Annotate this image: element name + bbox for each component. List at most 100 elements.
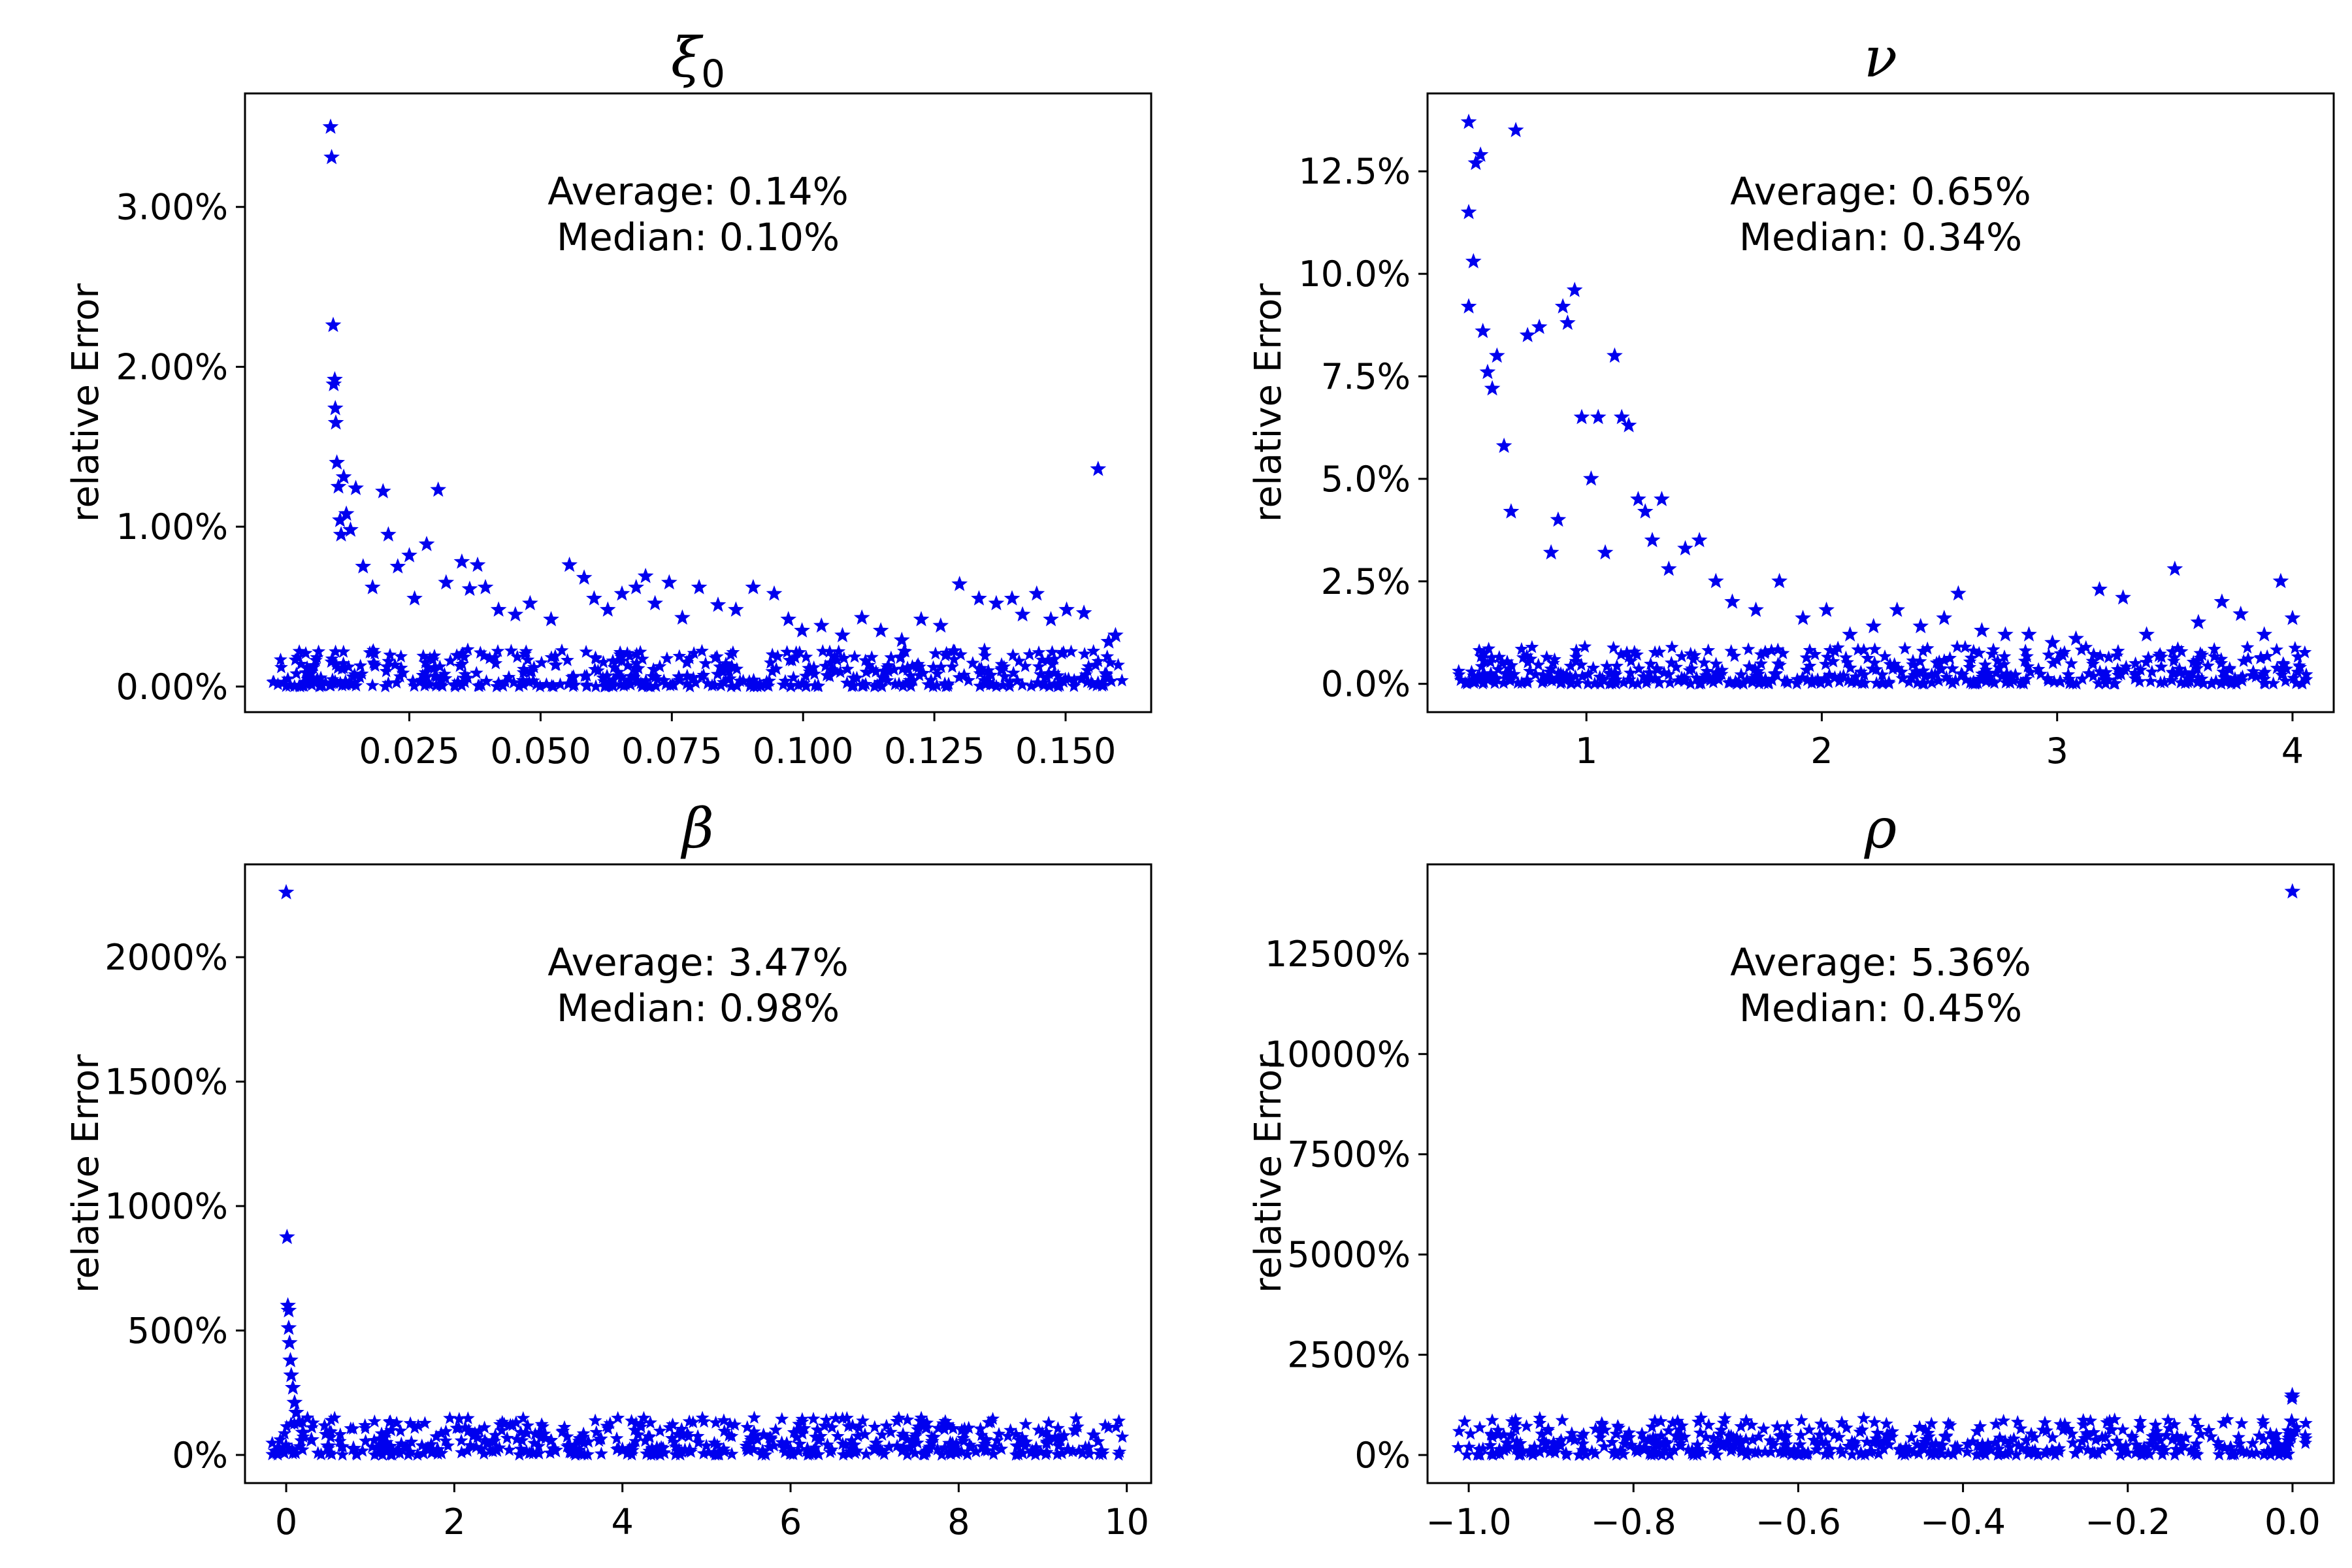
nu-band-star — [1664, 655, 1678, 669]
nu-band-star — [1849, 670, 1863, 683]
xi0-data-point — [1004, 590, 1021, 606]
xi0-band-star — [1006, 666, 1021, 679]
rho-band-star — [1970, 1448, 1984, 1461]
nu-data-point — [2166, 561, 2183, 576]
nu-band-star — [1492, 650, 1507, 663]
rho-band-star — [1699, 1429, 1713, 1443]
nu-band-star — [1854, 664, 1868, 678]
nu-band-star — [2186, 655, 2200, 668]
xi0-band-star — [845, 679, 859, 693]
xi0-data-point — [647, 595, 663, 611]
beta-band-star — [845, 1433, 858, 1447]
beta-band-star — [668, 1439, 683, 1453]
xi0-band-star — [980, 672, 994, 685]
rho-band-star — [1902, 1442, 1916, 1456]
rho-band-star — [2108, 1412, 2122, 1426]
nu-data-point — [1597, 544, 1614, 560]
xi0-band-star — [769, 662, 783, 675]
nu-band-star — [2098, 669, 2112, 683]
beta-band-star — [417, 1416, 432, 1429]
nu-band-star — [2008, 668, 2023, 681]
nu-data-point — [1630, 491, 1646, 506]
beta-band-star — [1070, 1420, 1085, 1433]
nu-band-star — [1571, 676, 1584, 689]
xi0-band-star — [389, 676, 404, 689]
xi0-data-point — [342, 521, 359, 537]
beta-band-star — [628, 1423, 642, 1436]
xi0-band-star — [437, 666, 451, 680]
rho-band-star — [2158, 1443, 2172, 1456]
nu-data-point — [1654, 491, 1670, 506]
nu-band-star — [1544, 662, 1558, 675]
nu-band-star — [2165, 665, 2180, 678]
nu-data-point — [1724, 593, 1740, 609]
beta-band-star — [557, 1420, 572, 1433]
rho-band-star — [2081, 1443, 2095, 1456]
nu-band-star — [2144, 674, 2158, 687]
beta-data-point — [681, 1442, 698, 1458]
xi0-band-star — [724, 679, 738, 693]
beta-data-point — [286, 1394, 303, 1410]
xi0-band-star — [657, 673, 671, 687]
nu-band-star — [1514, 642, 1529, 655]
rho-band-star — [2189, 1437, 2204, 1450]
nu-band-star — [1564, 676, 1578, 690]
xi0-data-point — [389, 558, 406, 574]
rho-band-star — [1892, 1443, 1906, 1456]
xi0-band-star — [892, 676, 906, 690]
xi0-band-star — [1091, 675, 1105, 689]
nu-band-star — [1540, 650, 1554, 663]
nu-band-star — [1563, 659, 1578, 672]
xi0-band-star — [924, 673, 938, 687]
xi0-ylabel: relative Error — [65, 283, 107, 523]
rho-band-star — [2125, 1429, 2139, 1443]
nu-band-star — [1495, 656, 1509, 669]
beta-band-star — [325, 1447, 339, 1460]
nu-band-star — [1895, 664, 1908, 678]
nu-band-star — [1622, 672, 1637, 686]
beta-band-star — [560, 1429, 574, 1443]
xi0-band-star — [894, 649, 908, 663]
xi0-band-star — [588, 662, 602, 676]
rho-y-tick-label: 12500% — [1265, 934, 1411, 975]
rho-axes-frame — [1426, 863, 2335, 1484]
rho-band-star — [1658, 1443, 1673, 1457]
beta-band-star — [1041, 1415, 1056, 1429]
beta-band-star — [858, 1427, 872, 1441]
beta-band-star — [808, 1429, 823, 1443]
rho-band-star — [1473, 1420, 1487, 1434]
rho-band-star — [1970, 1438, 1985, 1452]
rho-band-star — [1818, 1435, 1833, 1449]
nu-band-star — [1748, 661, 1762, 675]
xi0-band-star — [716, 664, 730, 678]
xi0-band-star — [299, 665, 313, 679]
rho-band-star — [1857, 1411, 1871, 1424]
rho-band-star — [2068, 1446, 2082, 1460]
beta-band-star — [775, 1412, 789, 1426]
nu-band-star — [2216, 664, 2230, 678]
nu-band-star — [1709, 657, 1723, 670]
xi0-band-star — [1002, 679, 1017, 693]
rho-band-star — [2113, 1448, 2127, 1461]
nu-band-star — [1805, 672, 1820, 685]
nu-band-star — [1607, 640, 1621, 654]
beta-band-star — [637, 1411, 651, 1424]
xi0-band-star — [621, 659, 635, 672]
beta-data-point — [280, 1302, 297, 1318]
nu-data-point — [1519, 327, 1536, 342]
xi0-data-point — [453, 553, 470, 569]
rho-band-star — [1946, 1447, 1961, 1461]
rho-band-star — [1823, 1446, 1837, 1460]
xi0-band-star — [857, 678, 871, 692]
nu-band-star — [1674, 649, 1689, 662]
nu-data-point — [1912, 617, 1929, 634]
beta-band-star — [920, 1416, 934, 1429]
beta-band-star — [367, 1433, 382, 1446]
nu-data-point — [1708, 572, 1724, 589]
nu-band-star — [1697, 655, 1711, 669]
rho-band-star — [1966, 1434, 1980, 1448]
xi0-band-star — [710, 649, 724, 663]
beta-band-star — [1069, 1411, 1083, 1425]
xi0-band-star — [323, 678, 338, 692]
nu-band-star — [2017, 676, 2031, 690]
